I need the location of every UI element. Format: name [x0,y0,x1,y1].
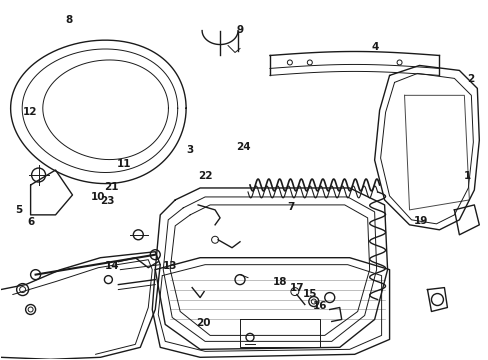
Text: 3: 3 [186,144,193,154]
Text: 7: 7 [286,202,294,212]
Text: 14: 14 [104,261,119,271]
Text: 15: 15 [303,289,317,299]
Text: 6: 6 [27,217,35,227]
Text: 19: 19 [413,216,427,226]
Text: 17: 17 [289,283,304,293]
Text: 12: 12 [22,107,37,117]
Text: 21: 21 [104,182,119,192]
Text: 18: 18 [272,277,286,287]
Text: 11: 11 [116,159,131,169]
Text: 5: 5 [16,206,23,216]
Text: 4: 4 [371,42,378,51]
Text: 20: 20 [195,318,210,328]
Text: 1: 1 [463,171,470,181]
Text: 2: 2 [467,74,474,84]
Text: 24: 24 [236,142,250,152]
Text: 9: 9 [236,25,243,35]
Text: 23: 23 [100,196,114,206]
Text: 8: 8 [65,15,72,26]
Text: 16: 16 [312,301,326,311]
Text: 10: 10 [91,192,105,202]
Text: 22: 22 [198,171,212,181]
Text: 13: 13 [163,261,177,271]
